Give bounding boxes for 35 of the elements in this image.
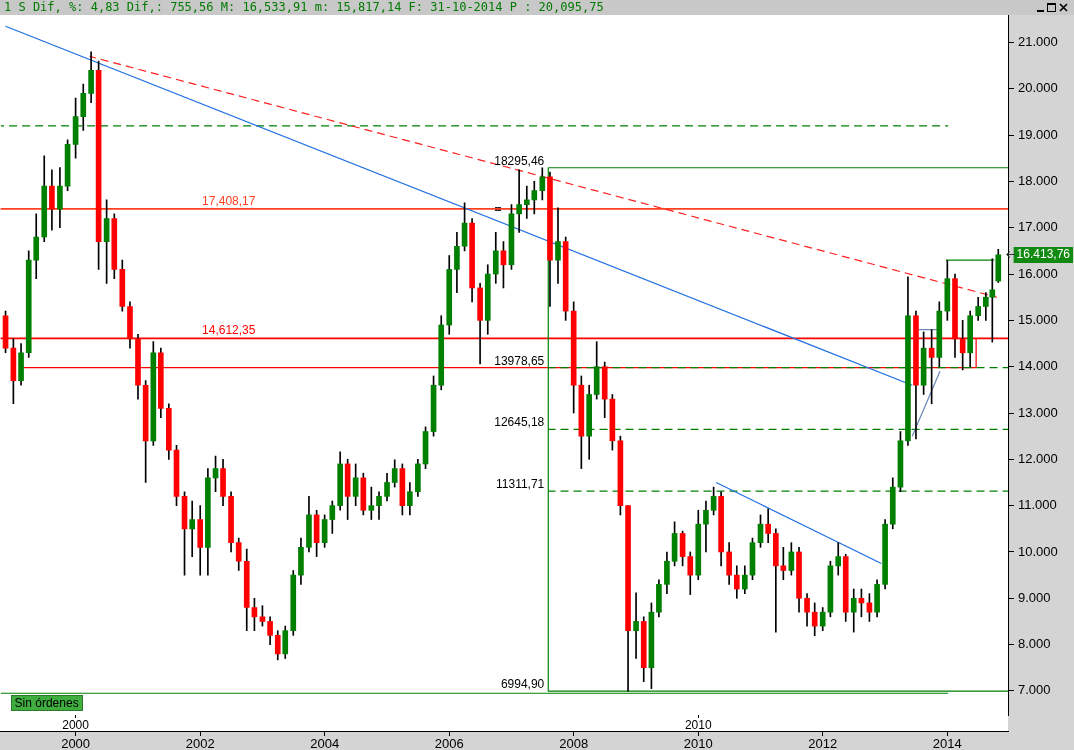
x-tick-label: 2006 xyxy=(434,736,464,750)
annotation: 13978,65 xyxy=(494,353,545,368)
annotation: 12645,18 xyxy=(494,415,545,430)
y-tick-label: 18.000 xyxy=(1018,173,1058,188)
text: 16.413,76 xyxy=(1016,247,1071,262)
x2-tick-label: 2000 xyxy=(62,717,90,732)
y-tick-label: 7.000 xyxy=(1018,682,1051,698)
annotation: Sin órdenes xyxy=(10,695,83,711)
x2-tick-label: 2010 xyxy=(684,717,712,732)
y-tick-label: 16.000 xyxy=(1018,265,1058,281)
x-tick-label: 2010 xyxy=(683,736,713,750)
y-tick-label: 11.000 xyxy=(1018,497,1057,513)
x-tick-label: 2000 xyxy=(61,736,91,750)
y-tick-label: 19.000 xyxy=(1018,126,1058,142)
y-tick-label: 8.000 xyxy=(1018,636,1051,652)
y-tick-label: 20.000 xyxy=(1018,80,1058,96)
y-tick-label: 9.000 xyxy=(1018,589,1051,605)
x-tick-label: 2004 xyxy=(310,736,340,750)
y-tick-label: 15.000 xyxy=(1018,311,1058,327)
x-tick-label: 2012 xyxy=(808,736,838,750)
x-tick-label: 2008 xyxy=(559,736,589,750)
y-tick-label: 12.000 xyxy=(1018,450,1058,466)
y-tick-label: 21.000 xyxy=(1018,34,1058,50)
ref-line-label: 14,612,35 xyxy=(202,323,256,338)
annotation: 11311,71 xyxy=(496,477,545,492)
y-tick-label: 10.000 xyxy=(1018,543,1058,559)
annotation: 18295,46 xyxy=(494,153,545,168)
y-tick-label: 17.000 xyxy=(1018,219,1058,235)
y-tick-label: 13.000 xyxy=(1018,404,1058,420)
y-tick-label: 14.000 xyxy=(1018,358,1058,374)
ref-line-label: 17,408,17 xyxy=(202,193,256,208)
annotation: 6994,90 xyxy=(500,677,545,692)
x-tick-label: 2002 xyxy=(185,736,215,750)
x-tick-label: 2014 xyxy=(932,736,962,750)
chart-title: 1 S Dif, %: 4,83 Dif,: 755,56 M: 16,533,91 m: 15,817,14 F: 31-10-2014 P : 20,095,75 xyxy=(4,0,604,14)
